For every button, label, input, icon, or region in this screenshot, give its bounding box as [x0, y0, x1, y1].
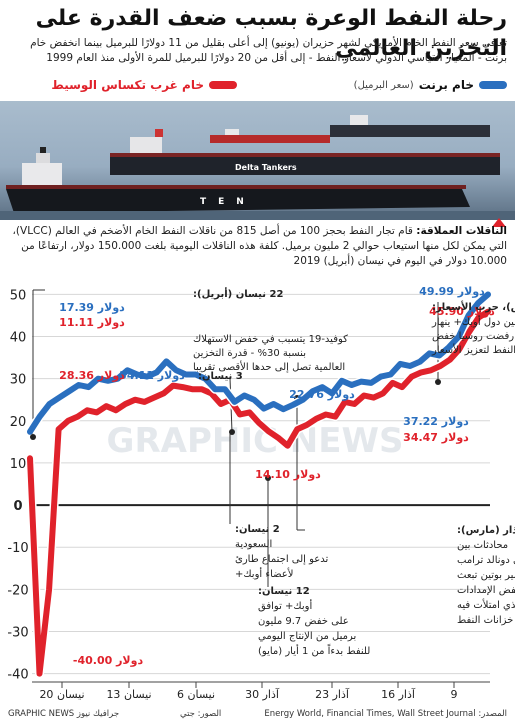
annotation-apr12-line: للنفط بدءاً من 1 أيار (مايو): [258, 643, 370, 657]
legend-wti-label: خام غرب تكساس الوسيط: [51, 78, 204, 92]
label-brent-low: 22.76 دولار: [289, 388, 355, 401]
annotation-apr22-line: العالمية تصل إلى حدها الأقصى تقريبا: [193, 360, 345, 373]
annotation-apr2: 2 نيسان: السعودية تدعو إلى اجتماع طارئ ل…: [235, 524, 329, 580]
footer-source-text: Energy World, Financial Times, Wall Stre…: [264, 709, 476, 719]
annotation-mar30-line: خزانات النفط: [457, 615, 513, 626]
annotation-apr12-line: برميل من الإنتاج اليومي: [258, 631, 356, 642]
label-wti-apr3: 28.36 دولار: [59, 369, 125, 382]
annotation-apr3-title: 3 نيسان:: [198, 371, 243, 382]
series-brent-line: [27, 291, 491, 435]
label-wti-low: 14.10 دولار: [255, 468, 321, 481]
y-tick-label: -20: [7, 583, 28, 598]
annotation-mar30-title: 30 آذار (مارس):: [457, 523, 515, 536]
y-tick-label: 10: [10, 457, 27, 472]
legend-brent-sub: (سعر البرميل): [353, 79, 414, 91]
legend: خام برنت (سعر البرميل) خام غرب تكساس الو…: [8, 78, 507, 98]
x-axis-ticks: 9 16 آذار 23 آذار 30 آذار 6 نيسان 13 نيسان 20 …: [32, 681, 490, 701]
x-tick-label: 6 نيسان: [177, 688, 215, 701]
tanker-photo: Delta Tankers TEN: [0, 101, 515, 220]
legend-brent-label: خام برنت: [418, 78, 474, 92]
annotation-apr12-line: أوبك+ توافق: [258, 599, 312, 612]
chart-grid: [32, 293, 490, 675]
y-tick-label: 20: [10, 415, 27, 430]
annotation-mar8: 8 آذار (مارس)، حرب الأسعار: التحالف بين …: [431, 300, 515, 356]
annotation-mar8-line: إمدادات النفط لتعزيز الأسعار: [431, 343, 515, 356]
annotation-apr3: 3 نيسان:: [198, 371, 243, 382]
annotation-apr22: 22 نيسان (أبريل): كوفيد-19 يتسبب في خفض …: [193, 287, 348, 373]
price-chart: 50 40 30 20 10 0 -10 -20 -30 -40 9 16 آذار 23 آذار 3…: [7, 285, 515, 701]
annotation-mar8-line: التحالف بين دول أوبك+ ينهار: [431, 315, 515, 328]
x-tick-label: 23 آذار: [315, 687, 350, 701]
y-tick-label: 40: [10, 331, 27, 346]
ship-name-delta: Delta Tankers: [235, 163, 297, 172]
y-tick-label: 0: [13, 499, 22, 514]
annotation-mar30-line: محادثات بين: [457, 540, 508, 551]
tanker-note: الناقلات العملاقة: قام تجار النفط بحجز 1…: [8, 224, 507, 269]
label-brent-end: 17.39 دولار: [59, 301, 125, 314]
y-tick-label: -40: [7, 668, 28, 683]
x-tick-label: 9: [451, 688, 458, 701]
label-brent-apr3: 34.11 دولار: [119, 369, 185, 382]
annotation-mar30-line: والروسي فلاديمير بوتين تبعث: [457, 570, 515, 581]
y-axis-ticks: 50 40 30 20 10 0 -10 -20 -30 -40: [7, 288, 28, 682]
leader-dot: [229, 429, 235, 435]
label-wti-end: 11.11 دولار: [59, 316, 125, 329]
annotation-mar30: 30 آذار (مارس): محادثات بين الرئيسين الأ…: [457, 523, 515, 626]
legend-brent: خام برنت (سعر البرميل): [354, 78, 507, 92]
annotation-mar30-line: في الوقت الذي امتلأت فيه: [457, 598, 515, 611]
label-wti-neg: -40.00 دولار: [73, 654, 144, 667]
y-tick-label: 30: [10, 373, 27, 388]
note-marker-icon: [492, 218, 506, 227]
page-title: رحلة النفط الوعرة بسبب ضعف القدرة على ال…: [35, 6, 507, 61]
legend-brent-swatch: [479, 81, 507, 89]
annotation-mar8-line: بعدما رفضت روسيا خفض: [432, 331, 515, 342]
annotation-apr2-title: 2 نيسان:: [235, 524, 280, 535]
label-wti-start: 45.90 دولار: [429, 305, 495, 318]
leader-dot: [30, 434, 36, 440]
tanker-note-text: قام تجار النفط بحجز 100 من أصل 815 من نا…: [12, 225, 507, 267]
label-wti-a: 34.47 دولار: [403, 431, 469, 444]
y-tick-label: -30: [7, 625, 28, 640]
annotation-apr22-line: بنسبة 30% - قدرة التخزين: [193, 348, 306, 359]
annotation-mar30-line: الأمل في إمكانية خفض الإمدادات: [457, 583, 515, 596]
label-brent-start: 49.99 دولار: [419, 285, 485, 298]
annotation-apr12-title: 12 نيسان:: [258, 586, 310, 597]
annotation-apr12-line: على خفض 9.7 مليون: [258, 616, 349, 627]
annotation-apr2-line: تدعو إلى اجتماع طارئ: [235, 554, 329, 565]
x-tick-label: 30 آذار: [245, 687, 280, 701]
annotations: 22 نيسان (أبريل): كوفيد-19 يتسبب في خفض …: [193, 287, 515, 657]
annotation-apr2-line: لأعضاء أوبك+: [235, 567, 293, 580]
annotation-mar8-title: 8 آذار (مارس)، حرب الأسعار:: [432, 300, 515, 313]
legend-wti: خام غرب تكساس الوسيط: [51, 78, 237, 92]
annotation-leaders: [30, 289, 441, 587]
leader-dot: [435, 379, 441, 385]
series-wti-line: [27, 308, 491, 677]
tanker-note-label: الناقلات العملاقة:: [416, 225, 507, 237]
intro-text: تعافى سعر النفط الخام الأمريكي لشهر حزير…: [30, 37, 507, 64]
label-brent-a: 37.22 دولار: [403, 415, 469, 428]
annotation-apr22-title: 22 نيسان (أبريل):: [193, 287, 283, 300]
watermark-text: GRAPHIC NEWS: [107, 421, 404, 461]
annotation-mar30-line: الرئيسين الأمريكي دونالد ترامب: [457, 553, 515, 566]
leader-dot: [265, 475, 271, 481]
legend-wti-swatch: [209, 81, 237, 89]
annotation-apr22-line: كوفيد-19 يتسبب في خفض الاستهلاك: [193, 334, 348, 345]
x-tick-label: 20 نيسان: [39, 688, 84, 701]
y-tick-label: 50: [10, 288, 27, 303]
x-tick-label: 13 نيسان: [106, 688, 151, 701]
footer-source: المصدر: Energy World, Financial Times, W…: [264, 709, 507, 719]
footer-credit: GRAPHIC NEWS جرافيك نيوز: [8, 709, 120, 719]
tanker-illustration: Delta Tankers TEN: [0, 101, 515, 220]
footer-source-label: المصدر:: [478, 709, 507, 719]
ship-name-ten: TEN: [200, 197, 256, 207]
footer-photo-credit: الصور: جتي: [180, 709, 222, 719]
annotation-apr2-line: السعودية: [235, 539, 272, 550]
footer: المصدر: Energy World, Financial Times, W…: [0, 705, 515, 724]
x-tick-label: 16 آذار: [381, 687, 416, 701]
y-tick-label: -10: [7, 541, 28, 556]
annotation-apr12: 12 نيسان: أوبك+ توافق على خفض 9.7 مليون …: [258, 586, 370, 657]
